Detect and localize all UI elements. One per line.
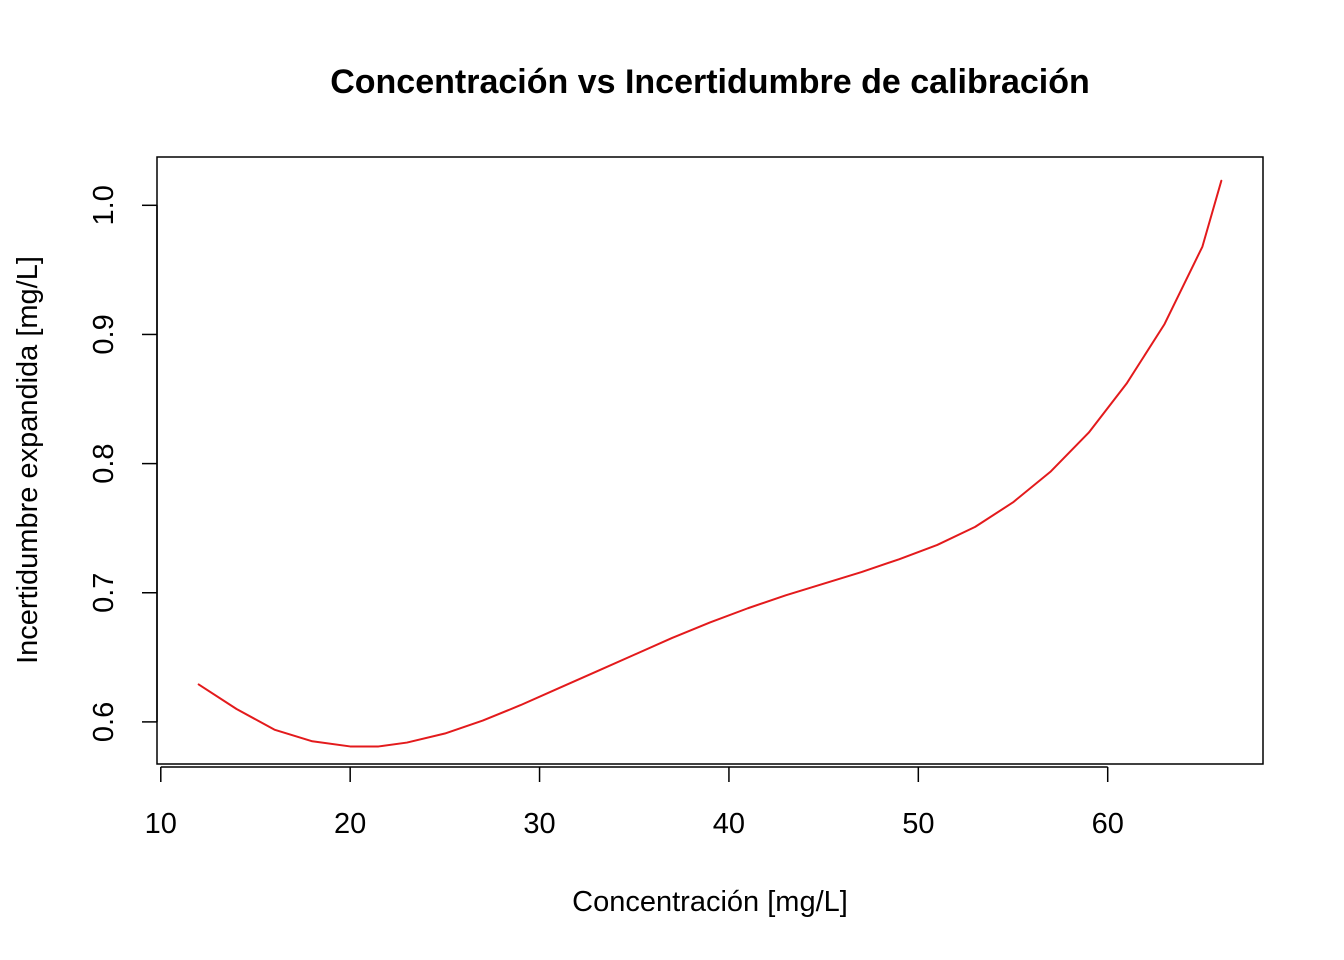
y-tick-label: 0.9 — [88, 314, 120, 354]
y-axis-label: Incertidumbre expandida [mg/L] — [12, 256, 44, 664]
x-tick-label: 10 — [145, 808, 177, 840]
series-line — [197, 179, 1223, 748]
y-tick-label: 1.0 — [88, 185, 120, 225]
x-tick-label: 30 — [523, 808, 555, 840]
x-tick-label: 40 — [713, 808, 745, 840]
y-tick-label: 0.8 — [88, 443, 120, 483]
plot-frame — [156, 156, 1264, 765]
y-tick-label: 0.6 — [88, 702, 120, 742]
x-axis-label: Concentración [mg/L] — [572, 886, 848, 918]
series-layer — [197, 179, 1223, 748]
x-tick-label: 60 — [1092, 808, 1124, 840]
chart-title: Concentración vs Incertidumbre de calibr… — [330, 63, 1090, 101]
x-axis: 10 20 30 40 50 60 — [145, 766, 1124, 840]
x-tick-label: 50 — [902, 808, 934, 840]
y-tick-label: 0.7 — [88, 573, 120, 613]
x-tick-label: 20 — [334, 808, 366, 840]
y-axis: 0.6 0.7 0.8 0.9 1.0 — [88, 185, 158, 742]
